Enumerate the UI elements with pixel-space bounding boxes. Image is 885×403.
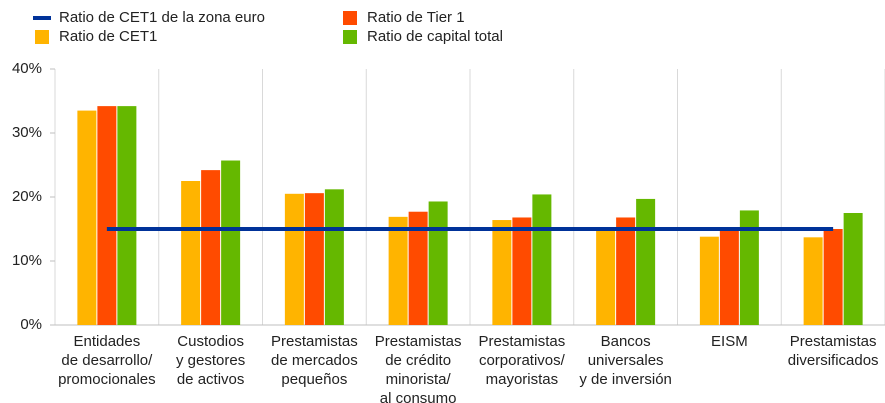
x-tick-label: Prestamistas de mercados pequeños [271,333,358,388]
bar [596,230,616,325]
x-tick-label: Prestamistas de crédito minorista/al consu… [375,333,462,403]
legend-label: Ratio de CET1 de la zona euro [59,9,265,26]
bar [532,194,552,325]
bar [201,170,221,325]
bar [388,216,408,325]
bar [823,229,843,325]
x-tick-label: Prestamistas corporativos/mayoristas [479,333,566,388]
bar [324,189,344,325]
y-tick-label: 10% [12,252,42,269]
y-tick-label: 40% [12,60,42,77]
bar [719,230,739,325]
bar [843,213,863,325]
bar [97,106,117,326]
bar [284,193,304,325]
legend-swatch [343,11,357,25]
bar [117,106,137,326]
bar [616,217,636,325]
bar [408,211,428,325]
legend-label: Ratio de capital total [367,28,503,45]
legend-label: Ratio de Tier 1 [367,9,465,26]
bar [699,236,719,325]
y-tick-label: 30% [12,124,42,141]
bar [221,160,241,325]
legend-swatch [343,30,357,44]
bar [428,201,448,325]
bar [181,181,201,325]
x-tick-label: Custodios y gestores de activos [176,333,245,388]
y-tick-label: 0% [20,316,42,333]
y-tick-label: 20% [12,188,42,205]
legend-swatch [35,30,49,44]
bar [739,210,759,325]
bar [803,237,823,325]
bar [512,217,532,325]
bar [77,110,97,325]
x-tick-label: Prestamistas diversificados [788,333,879,369]
x-tick-label: Entidades de desarrollo/promocionales [58,333,156,388]
legend-label: Ratio de CET1 [59,28,157,45]
x-tick-label: Bancos universales y de inversión [579,333,672,388]
bar [304,193,324,325]
bar [492,220,512,325]
x-tick-label: EISM [711,333,748,350]
bar [636,198,656,325]
